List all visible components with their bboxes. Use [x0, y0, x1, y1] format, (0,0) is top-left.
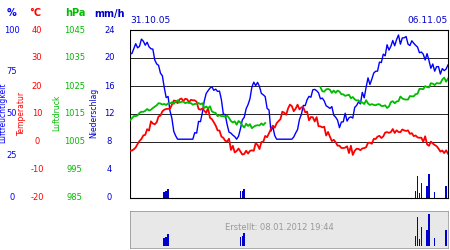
Text: 1015: 1015 — [64, 110, 85, 118]
Text: 75: 75 — [6, 68, 17, 76]
Text: 1005: 1005 — [64, 138, 85, 146]
Bar — [166, 237, 167, 246]
Bar — [243, 188, 245, 198]
Bar — [415, 236, 416, 246]
Bar — [163, 192, 165, 198]
Text: 16: 16 — [104, 82, 114, 90]
Text: -10: -10 — [30, 166, 44, 174]
Bar — [428, 174, 430, 198]
Text: Erstellt: 08.01.2012 19:44: Erstellt: 08.01.2012 19:44 — [225, 223, 334, 232]
Text: Luftfeuchtigkeit: Luftfeuchtigkeit — [0, 82, 7, 143]
Text: hPa: hPa — [65, 8, 86, 18]
Text: 0: 0 — [34, 138, 40, 146]
Text: Niederschlag: Niederschlag — [89, 88, 98, 138]
Text: 40: 40 — [32, 26, 42, 35]
Bar — [417, 216, 419, 246]
Bar — [446, 186, 447, 198]
Text: -20: -20 — [30, 194, 44, 202]
Bar — [417, 176, 419, 198]
Text: 25: 25 — [6, 152, 17, 160]
Text: 31.10.05: 31.10.05 — [130, 16, 170, 25]
Text: 12: 12 — [104, 110, 114, 118]
Text: 985: 985 — [67, 194, 83, 202]
Bar — [240, 237, 241, 246]
Text: 06.11.05: 06.11.05 — [408, 16, 448, 25]
Text: 4: 4 — [107, 166, 112, 174]
Bar — [242, 190, 243, 198]
Text: 10: 10 — [32, 110, 42, 118]
Bar — [434, 238, 436, 246]
Text: 50: 50 — [6, 110, 17, 118]
Text: 0: 0 — [107, 194, 112, 202]
Bar — [421, 184, 422, 198]
Text: 1025: 1025 — [64, 82, 85, 90]
Text: Luftdruck: Luftdruck — [53, 94, 62, 131]
Text: 24: 24 — [104, 26, 114, 35]
Bar — [426, 186, 428, 198]
Bar — [434, 192, 436, 198]
Bar — [167, 234, 169, 246]
Bar — [446, 230, 447, 246]
Text: mm/h: mm/h — [94, 8, 125, 18]
Text: 8: 8 — [107, 138, 112, 146]
Bar — [421, 227, 422, 246]
Bar — [426, 230, 428, 246]
Bar — [418, 193, 420, 198]
Bar — [166, 191, 167, 198]
Bar — [240, 191, 241, 198]
Text: 20: 20 — [32, 82, 42, 90]
Text: 1035: 1035 — [64, 54, 86, 62]
Text: 20: 20 — [104, 54, 114, 62]
Bar — [428, 214, 430, 246]
Bar — [163, 238, 165, 246]
Text: %: % — [7, 8, 17, 18]
Bar — [242, 236, 243, 246]
Bar — [243, 233, 245, 246]
Text: 0: 0 — [9, 194, 14, 202]
Bar — [415, 191, 416, 198]
Text: 995: 995 — [67, 166, 83, 174]
Text: °C: °C — [29, 8, 41, 18]
Text: Temperatur: Temperatur — [17, 90, 26, 134]
Text: 1045: 1045 — [64, 26, 85, 35]
Text: 100: 100 — [4, 26, 20, 35]
Bar — [167, 189, 169, 198]
Text: 30: 30 — [32, 54, 42, 62]
Bar — [418, 239, 420, 246]
